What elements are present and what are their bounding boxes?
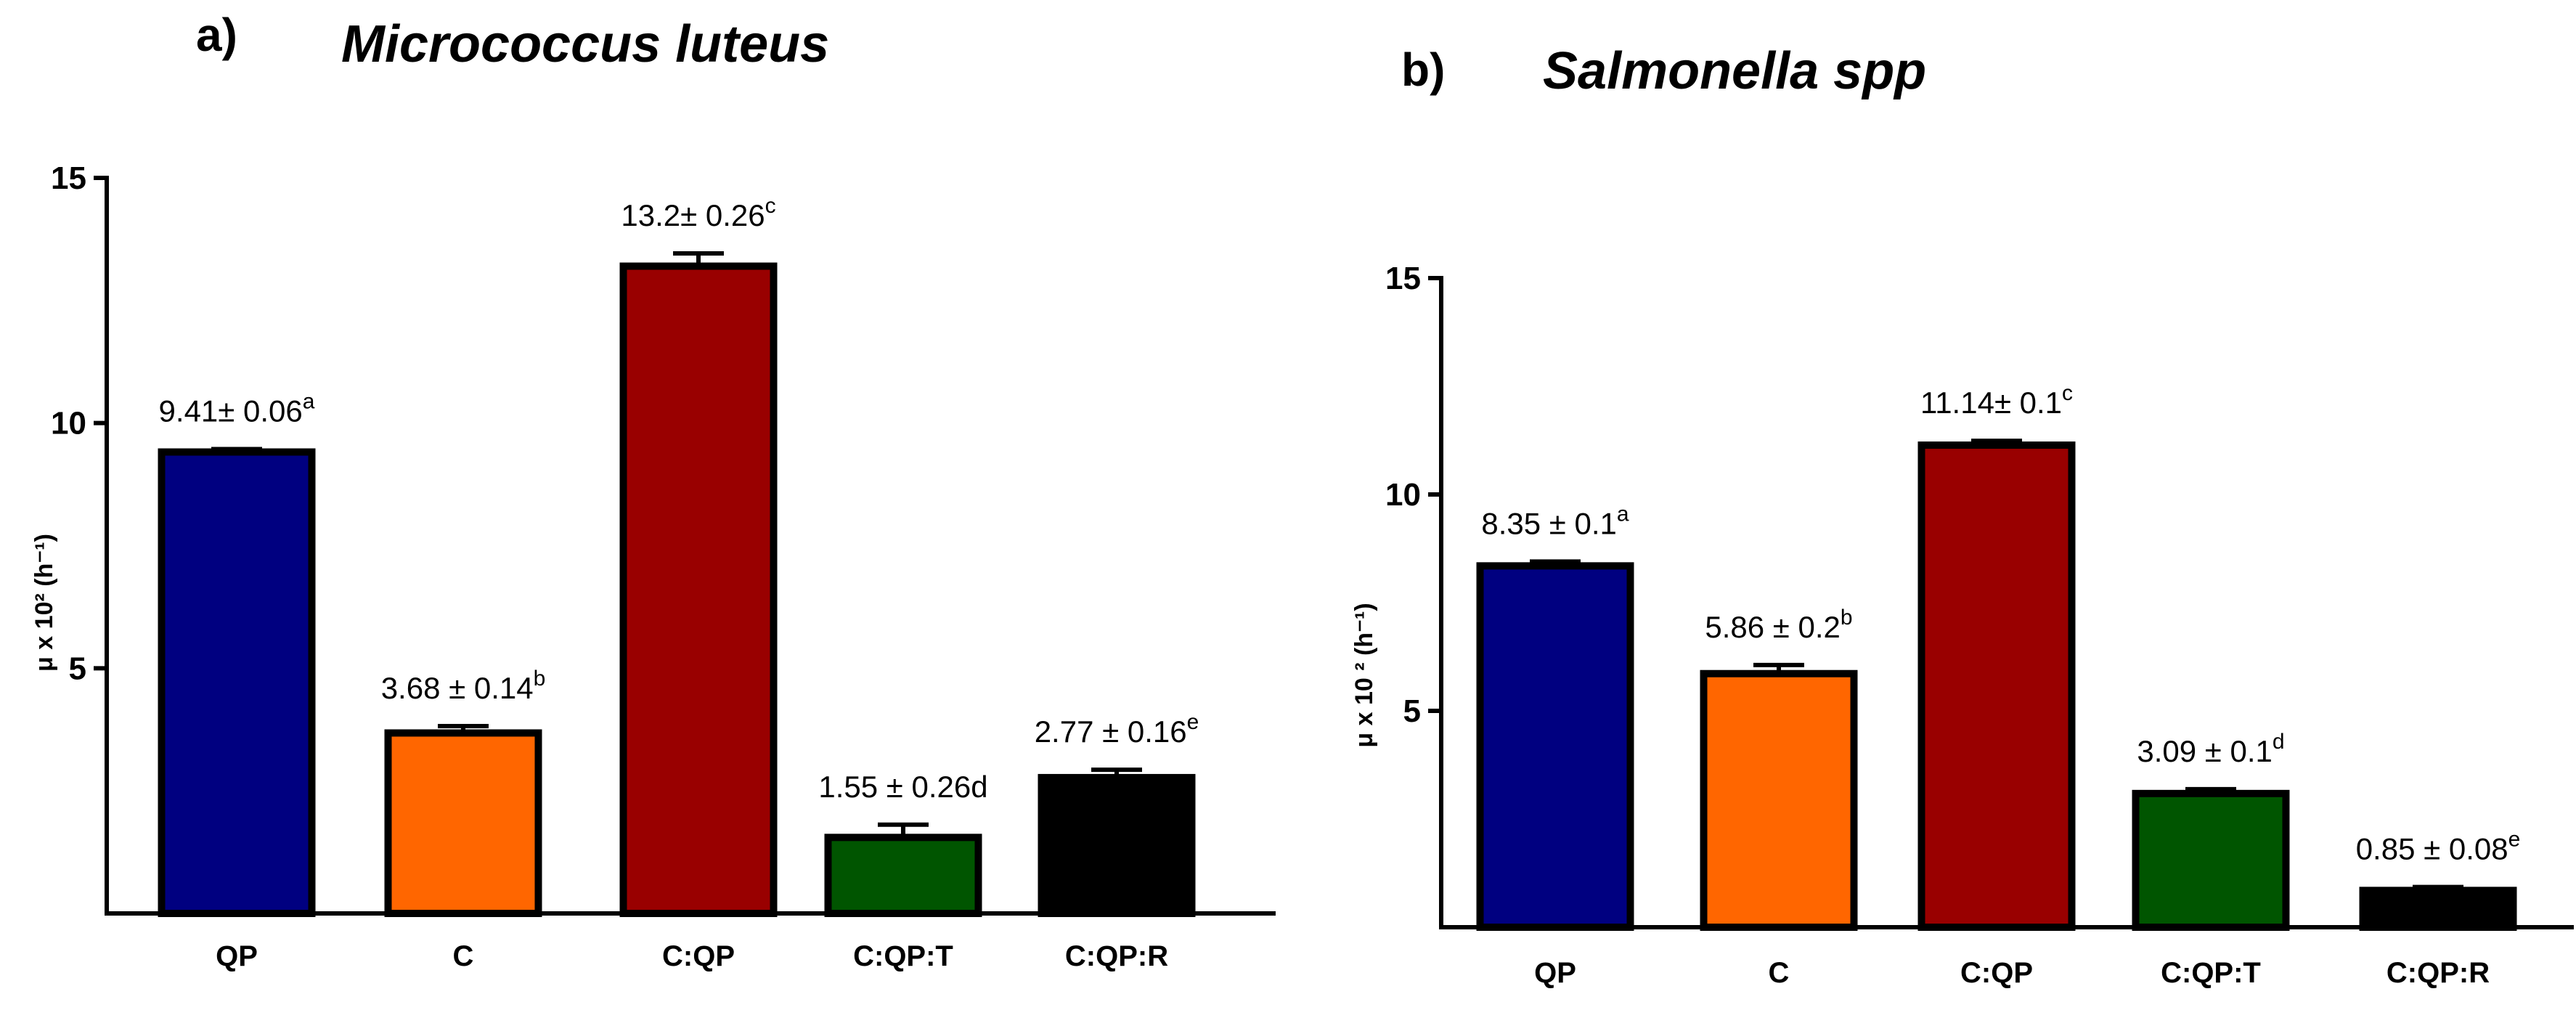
panel-b-bar-c [1700,669,1858,932]
panel-a-ytick-label: 10 [51,406,86,441]
panel-a-ylabel: μ x 10² (h⁻¹) [30,534,58,672]
panel-b-category-label: QP [1534,957,1576,989]
panel-b-ylabel: μ x 10 ² (h⁻¹) [1350,603,1378,747]
panel-b-data-label: 3.09 ± 0.1d [2137,730,2284,768]
panel-b-title: Salmonella spp [1543,42,1926,100]
panel-b-category-label: C:QP:T [2161,957,2261,989]
panel-b-bar-qp [1476,562,1634,932]
panel-b-category-label: C:QP [1960,957,2033,989]
panel-a-letter: a) [196,9,237,61]
panel-a-ytick-label: 15 [51,160,86,196]
panel-a-category-label: C:QP:R [1065,940,1168,972]
panel-a-data-label: 2.77 ± 0.16e [1035,710,1199,749]
panel-b-category-label: C:QP:R [2387,957,2490,989]
panel-a-data-label: 9.41± 0.06a [159,389,315,428]
panel-b-plot: 5 10 15 8.35 ± 0.1a QP 5.86 ± 0.2b C 11.14± 0.1… [1385,261,2574,989]
panel-a-category-label: QP [216,940,258,972]
panel-a-bar-c-qp-r [1038,773,1196,917]
panel-a: a) Micrococcus luteus μ x 10² (h⁻¹) 5 10 1… [30,9,1276,972]
panel-b-bar-c-qp [1917,441,2076,931]
panel-a-data-label: 1.55 ± 0.26d [818,770,987,804]
panel-b-data-label: 5.86 ± 0.2b [1705,606,1852,644]
panel-b-bar-c-qp-r [2359,887,2517,931]
panel-a-category-label: C:QP [662,940,735,972]
panel-b-data-label: 0.85 ± 0.08e [2356,828,2521,866]
panel-a-title: Micrococcus luteus [341,15,829,73]
panel-a-bar-c [384,729,542,918]
panel-b-ytick-label: 10 [1385,477,1421,513]
panel-a-data-label: 3.68 ± 0.14b [381,667,546,705]
panel-a-ytick-label: 5 [69,651,86,686]
panel-b-ytick-label: 5 [1403,693,1421,729]
panel-a-category-label: C:QP:T [853,940,953,972]
panel-b-data-label: 8.35 ± 0.1a [1481,502,1629,540]
panel-b-ytick-label: 15 [1385,261,1421,296]
panel-a-bar-qp [158,448,316,917]
panel-b-bar-c-qp-t [2132,789,2290,932]
panel-a-category-label: C [453,940,474,972]
panel-b-letter: b) [1401,44,1445,96]
panel-a-plot: 5 10 15 9.41± 0.06a QP 3.68 ± 0.14b C 13.2± 0.2… [51,160,1276,972]
panel-b: b) Salmonella spp μ x 10 ² (h⁻¹) 5 10 15 8.… [1350,42,2574,989]
panel-b-data-label: 11.14± 0.1c [1920,381,2073,420]
panel-a-data-label: 13.2± 0.26c [621,194,775,232]
panel-a-bar-c-qp-t [824,834,982,918]
panel-b-category-label: C [1769,957,1790,989]
panel-a-bar-c-qp [619,262,778,917]
